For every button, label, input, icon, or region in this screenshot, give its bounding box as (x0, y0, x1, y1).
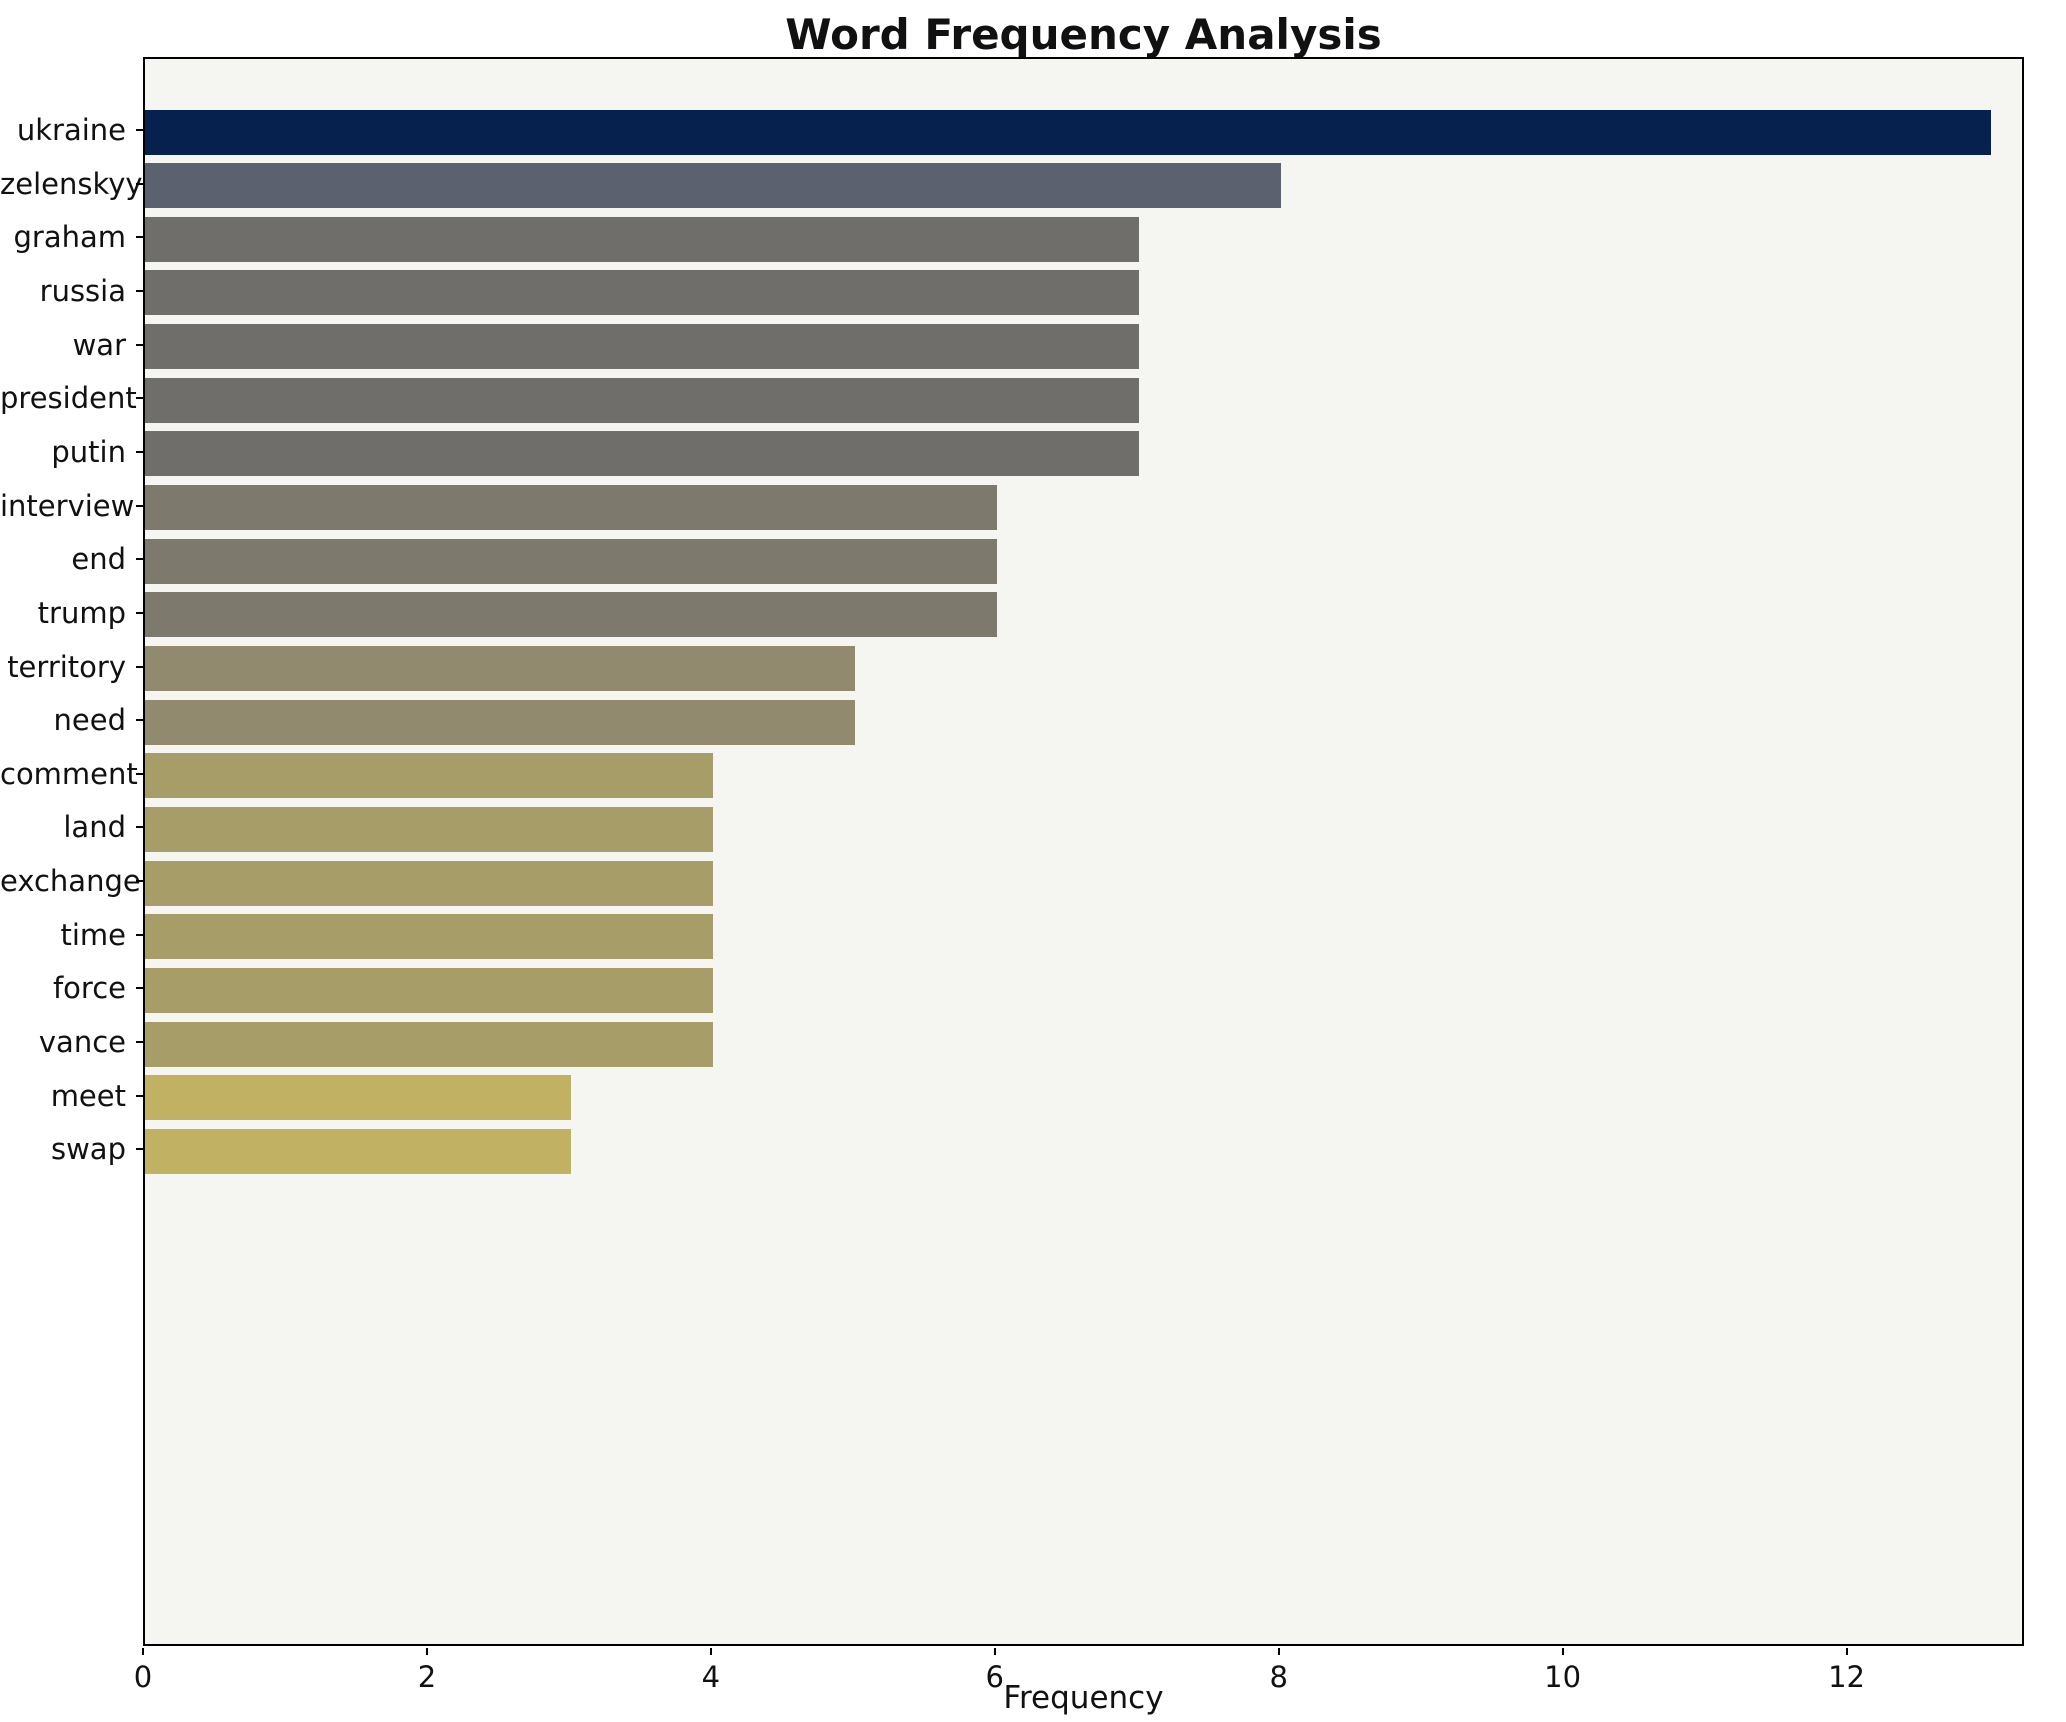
y-tick-mark (136, 1148, 143, 1151)
bar-comment (145, 753, 713, 799)
bar-territory (145, 646, 855, 691)
y-tick-label: war (72, 327, 126, 362)
x-tick-label: 6 (985, 1660, 1004, 1694)
x-tick-mark (993, 1648, 996, 1655)
y-tick-mark (136, 933, 143, 936)
bar-war (145, 324, 1139, 370)
bar-president (145, 377, 1139, 423)
bar-meet (145, 1075, 571, 1121)
y-tick-mark (136, 880, 143, 883)
y-axis-labels: ukraine zelenskyy graham russia war president… (0, 57, 143, 1646)
bar-exchange (145, 860, 713, 906)
y-tick-label: exchange (0, 864, 141, 899)
bar-putin (145, 431, 1139, 477)
x-axis-ticks: 0 2 4 6 8 10 12 (134, 1646, 2024, 1722)
y-tick-label: putin (51, 434, 126, 469)
y-tick-label: territory (7, 649, 126, 684)
x-tick-mark (1561, 1648, 1564, 1655)
y-tick-mark (136, 504, 143, 507)
y-tick-mark (136, 450, 143, 453)
bar-ukraine (145, 109, 1991, 155)
y-tick-label: land (63, 810, 126, 845)
y-tick-label: vance (38, 1025, 126, 1060)
y-tick-label: president (0, 381, 137, 416)
bar-russia (145, 270, 1139, 316)
bar-swap (145, 1128, 571, 1174)
y-tick-label: need (53, 703, 126, 738)
y-tick-mark (136, 772, 143, 775)
y-tick-mark (136, 129, 143, 131)
plot-area (143, 57, 2024, 1646)
y-tick-label: end (71, 542, 126, 577)
y-tick-mark (136, 236, 143, 239)
chart-title: Word Frequency Analysis (785, 10, 1382, 59)
bar-zelenskyy (145, 163, 1281, 209)
bar-land (145, 806, 713, 852)
bar-time (145, 914, 713, 960)
y-tick-label: swap (50, 1132, 126, 1167)
x-tick-mark (1845, 1648, 1848, 1655)
bar-vance (145, 1021, 713, 1067)
x-tick-label: 12 (1828, 1660, 1865, 1694)
y-tick-mark (136, 826, 143, 829)
bar-trump (145, 592, 997, 638)
y-tick-mark (136, 611, 143, 614)
y-tick-mark (136, 182, 143, 185)
bar-interview (145, 485, 997, 531)
y-tick-mark (136, 1094, 143, 1097)
y-tick-mark (136, 719, 143, 722)
y-tick-label: meet (50, 1078, 126, 1113)
x-tick-label: 0 (133, 1660, 153, 1694)
x-tick-mark (1277, 1648, 1280, 1655)
bar-force (145, 967, 713, 1013)
y-tick-label: zelenskyy (0, 166, 143, 201)
y-tick-label: ukraine (16, 113, 126, 147)
y-tick-label: russia (39, 273, 126, 308)
y-tick-label: time (60, 917, 126, 952)
y-tick-mark (136, 665, 143, 668)
bar-need (145, 699, 855, 745)
y-tick-mark (136, 397, 143, 400)
y-tick-mark (136, 289, 143, 292)
y-axis-tick-marks (136, 57, 143, 1646)
x-tick-label: 8 (1269, 1660, 1288, 1694)
y-tick-mark (136, 1041, 143, 1044)
x-axis-label: Frequency (1003, 1680, 1164, 1716)
x-tick-label: 4 (701, 1660, 721, 1694)
y-tick-label: comment (0, 756, 138, 791)
y-tick-label: trump (37, 595, 126, 630)
y-tick-mark (136, 558, 143, 561)
y-tick-label: force (52, 971, 126, 1006)
x-tick-mark (709, 1648, 712, 1655)
y-tick-mark (136, 987, 143, 990)
bar-end (145, 538, 997, 584)
x-tick-mark (142, 1648, 144, 1655)
x-tick-label: 2 (417, 1660, 437, 1694)
y-tick-mark (136, 343, 143, 346)
x-tick-mark (425, 1648, 428, 1655)
y-tick-label: graham (13, 220, 126, 255)
bar-graham (145, 216, 1139, 262)
y-tick-label: interview (0, 488, 135, 523)
x-tick-label: 10 (1544, 1660, 1582, 1694)
